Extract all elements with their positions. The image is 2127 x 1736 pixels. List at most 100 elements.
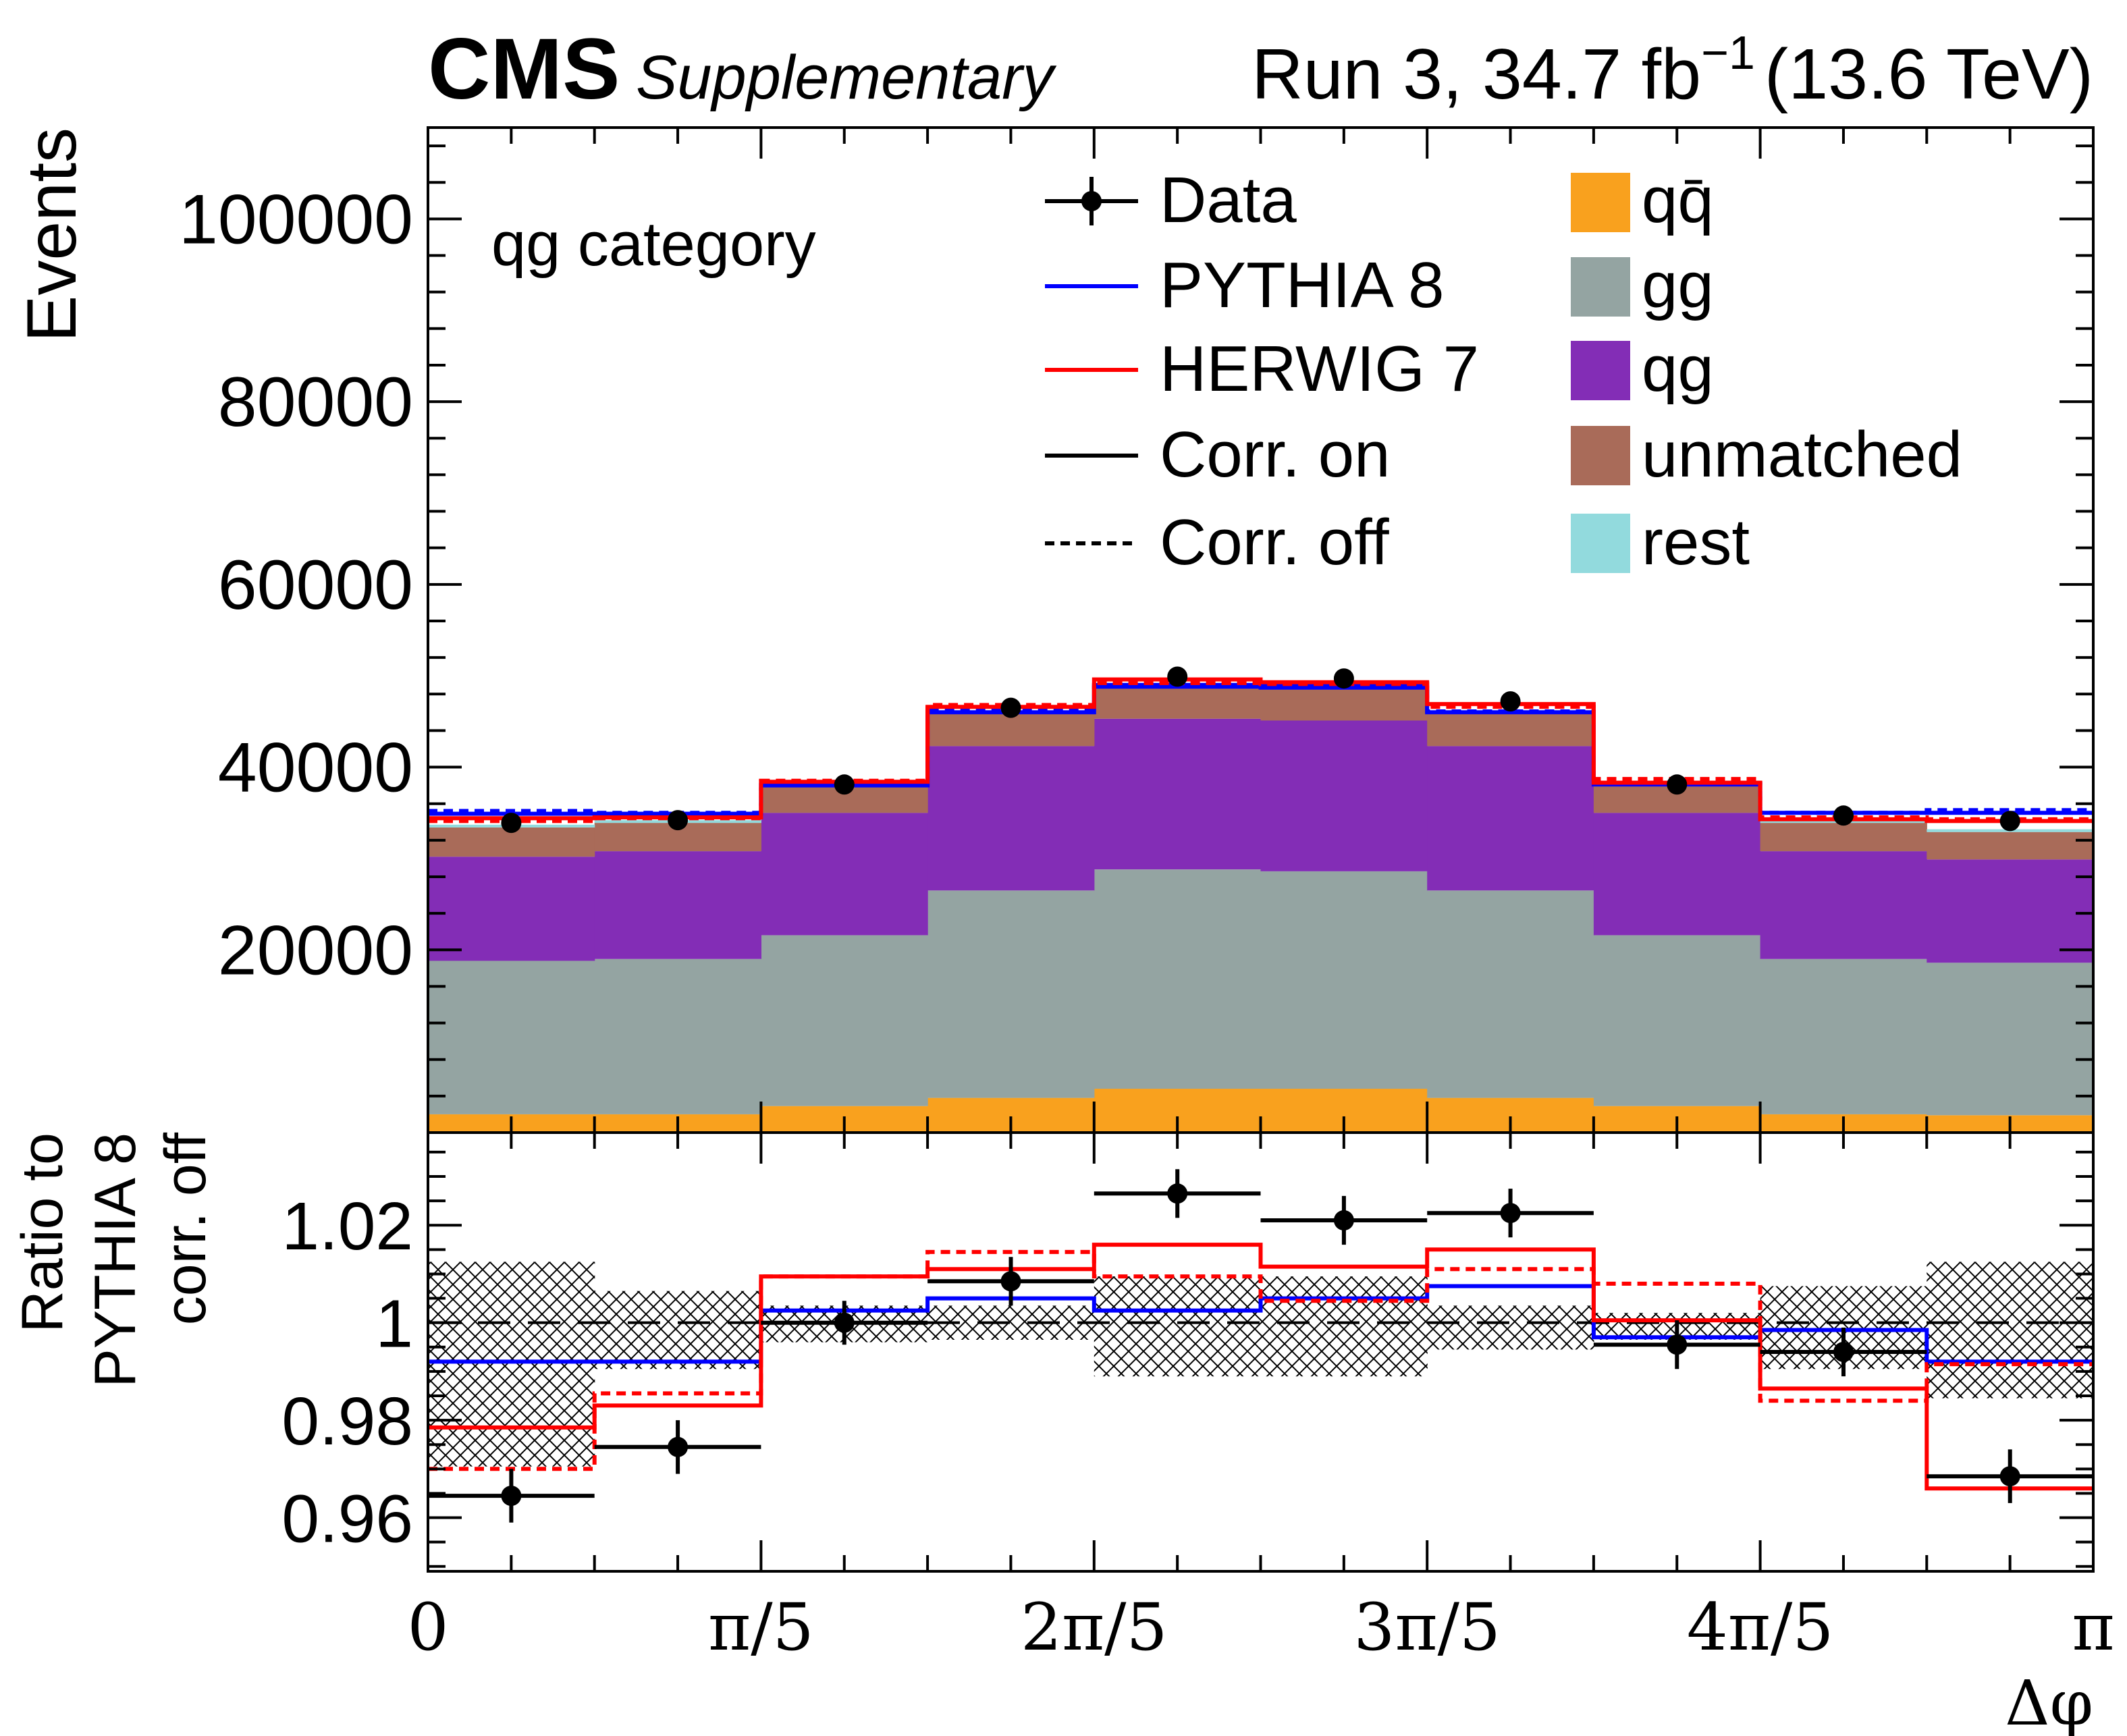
top-y-axis-label: Events xyxy=(13,128,91,342)
ratio-curve-herwig-7-corr-on xyxy=(428,1243,2093,1491)
legend-label-corr-on: Corr. on xyxy=(1160,418,1390,491)
legend-label-qg: qg xyxy=(1642,333,1714,405)
stack-bar-gg-5 xyxy=(1260,871,1428,1089)
legend-item-unmatched: unmatched xyxy=(1571,418,1962,491)
ratio-y-tick-label-1: 0.98 xyxy=(281,1384,413,1459)
band-bin-6 xyxy=(1427,1305,1594,1350)
stack-bar-gg-9 xyxy=(1927,962,2093,1116)
legend-swatch-qqbar xyxy=(1571,173,1630,232)
stack-bar-unmatched-6 xyxy=(1427,713,1594,747)
legend-label-data: Data xyxy=(1160,164,1297,236)
data-points xyxy=(501,666,2020,834)
data-point-7 xyxy=(1667,774,1688,795)
stack-bar-gg-8 xyxy=(1760,958,1927,1114)
data-point-6 xyxy=(1500,691,1521,712)
ratio-data-point-6 xyxy=(1500,1203,1521,1224)
legend-item-gg: gg xyxy=(1571,249,1714,321)
ratio-data-point-9 xyxy=(1999,1466,2020,1487)
x-tick-label-1: π/5 xyxy=(708,1590,814,1665)
ratio-y-tick-label-0: 0.96 xyxy=(281,1482,413,1557)
legend-data-marker xyxy=(1081,191,1102,211)
stack-bar-unmatched-5 xyxy=(1260,687,1428,721)
curve-herwig-7-corr-on xyxy=(428,677,2093,823)
data-point-1 xyxy=(668,810,689,831)
stack-bar-qg-4 xyxy=(1094,718,1262,870)
ratio-panel: 0.96 0.98 1 1.02 0 π/5 2π/5 3π/5 4π/5 π Ratio to… xyxy=(10,1131,2115,1736)
stack-bar-qg-1 xyxy=(594,851,761,959)
stack-bar-qg-6 xyxy=(1427,746,1594,891)
band-bin-5 xyxy=(1260,1276,1428,1377)
band-bin-4 xyxy=(1094,1276,1262,1377)
ratio-y-label-line-3: corr. off xyxy=(153,1132,218,1325)
status-label: Supplementary xyxy=(636,43,1057,112)
top-y-tick-label-0: 20000 xyxy=(218,911,413,989)
stack-bar-qg-9 xyxy=(1927,859,2093,963)
stacked-histogram xyxy=(428,684,2093,1133)
data-point-2 xyxy=(834,774,855,795)
top-panel: 20000 40000 60000 80000 100000 Events qg cat… xyxy=(13,126,2095,1134)
legend-label-gg: gg xyxy=(1642,249,1714,321)
band-bin-0 xyxy=(428,1262,595,1467)
x-tick-label-0: 0 xyxy=(407,1590,448,1665)
data-point-4 xyxy=(1167,666,1188,687)
legend-label-corr-off: Corr. off xyxy=(1160,506,1389,578)
band-bin-9 xyxy=(1927,1262,2093,1399)
legend-label-unmatched: unmatched xyxy=(1642,418,1962,491)
stack-bar-qg-5 xyxy=(1260,720,1428,871)
top-y-tick-label-4: 100000 xyxy=(179,180,413,259)
category-label: qg category xyxy=(491,210,816,279)
ratio-data-point-2 xyxy=(834,1312,855,1333)
ratio-data-point-1 xyxy=(668,1436,689,1457)
stack-bar-qg-2 xyxy=(761,813,928,935)
x-tick-label-5: π xyxy=(2072,1590,2114,1665)
data-point-0 xyxy=(501,813,522,834)
stack-bar-unmatched-4 xyxy=(1094,687,1262,719)
stack-bar-gg-6 xyxy=(1427,890,1594,1098)
legend-swatch-gg xyxy=(1571,257,1630,317)
top-y-axis: 20000 40000 60000 80000 100000 xyxy=(179,144,2093,1097)
data-point-5 xyxy=(1333,668,1354,689)
ratio-data-point-0 xyxy=(501,1486,522,1507)
legend-item-qg: qg xyxy=(1571,333,1714,405)
x-axis-label: Δφ xyxy=(2005,1667,2093,1736)
ratio-y-tick-label-2: 1 xyxy=(375,1286,413,1362)
top-x-ticks xyxy=(510,128,2012,1133)
stack-bar-gg-2 xyxy=(761,935,928,1106)
x-axis: 0 π/5 2π/5 3π/5 4π/5 π xyxy=(407,1133,2115,1665)
stack-bar-gg-7 xyxy=(1593,935,1761,1106)
ratio-y-label-line-1: Ratio to xyxy=(10,1133,75,1332)
legend-label-qqbar: qq̄ xyxy=(1642,164,1714,236)
stack-bar-qg-7 xyxy=(1593,813,1761,935)
experiment-label: CMS xyxy=(428,21,620,117)
top-y-tick-label-3: 80000 xyxy=(218,363,413,441)
legend-item-rest: rest xyxy=(1571,506,1750,578)
top-y-tick-label-2: 60000 xyxy=(218,546,413,624)
ratio-data-point-3 xyxy=(1000,1271,1021,1292)
legend-label-herwig: HERWIG 7 xyxy=(1160,333,1479,405)
x-tick-label-3: 3π/5 xyxy=(1353,1590,1501,1665)
legend-label-rest: rest xyxy=(1642,506,1750,578)
x-tick-label-4: 4π/5 xyxy=(1687,1590,1834,1665)
stack-bar-unmatched-8 xyxy=(1760,823,1927,852)
ratio-y-axis: 0.96 0.98 1 1.02 xyxy=(281,1150,2093,1568)
stack-bar-qg-0 xyxy=(428,857,595,961)
legend-item-corr-on: Corr. on xyxy=(1045,418,1390,491)
stack-bar-gg-4 xyxy=(1094,869,1262,1089)
legend-item-qqbar: qq̄ xyxy=(1571,164,1714,236)
legend-item-herwig: HERWIG 7 xyxy=(1045,333,1479,405)
data-point-9 xyxy=(1999,811,2020,832)
ratio-data-point-5 xyxy=(1333,1210,1354,1230)
legend-swatch-unmatched xyxy=(1571,426,1630,485)
ratio-y-label-line-2: PYTHIA 8 xyxy=(83,1133,148,1388)
chart-header: CMS Supplementary Run 3, 34.7 fb−1 (13.6 … xyxy=(428,21,2093,117)
legend-item-pythia: PYTHIA 8 xyxy=(1045,249,1445,321)
stack-bar-gg-0 xyxy=(428,960,595,1114)
model-curves xyxy=(428,677,2093,823)
stack-bar-gg-3 xyxy=(927,890,1095,1098)
stack-bar-unmatched-3 xyxy=(927,713,1095,747)
ratio-data-point-8 xyxy=(1833,1342,1854,1362)
legend-item-data: Data xyxy=(1045,164,1297,236)
stack-bar-unmatched-9 xyxy=(1927,832,2093,860)
stack-bar-qg-3 xyxy=(927,746,1095,891)
